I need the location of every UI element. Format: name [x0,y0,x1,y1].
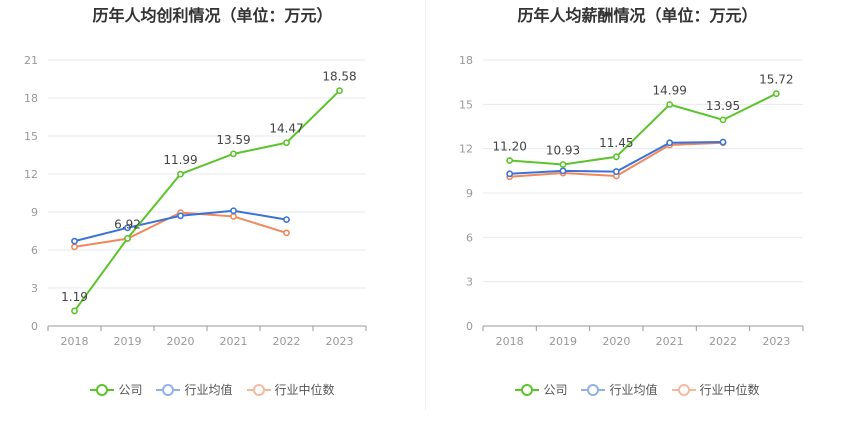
x-tick-label: 2020 [602,335,630,348]
chart-title: 历年人均创利情况（单位：万元） [92,6,333,25]
legend-line-marker-icon [246,383,271,397]
legend-label: 公司 [543,383,568,397]
data-label: 14.99 [652,83,686,97]
legend-line-marker-icon [90,383,115,397]
legend-line-marker-icon [515,383,540,397]
panel-divider [425,0,426,410]
x-tick-label: 2022 [709,335,737,348]
data-point [177,212,184,220]
x-tick-label: 2019 [114,335,142,348]
x-tick-label: 2021 [220,335,248,348]
data-point [230,213,237,220]
data-point [283,216,290,223]
y-tick-label: 0 [466,320,473,333]
data-point [666,101,674,108]
data-label: 6.92 [114,217,141,231]
data-label: 11.20 [492,139,526,153]
y-tick-label: 15 [459,98,473,111]
data-point [506,170,514,178]
data-point [336,87,343,95]
data-point [559,167,567,175]
chart-title: 历年人均薪酬情况（单位：万元） [517,6,758,25]
legend-label: 行业中位数 [274,383,335,397]
legend-label: 公司 [118,383,143,397]
y-tick-label: 6 [31,244,38,257]
data-point [666,139,674,147]
y-tick-label: 15 [24,130,38,143]
legend-item-industry-avg[interactable]: 行业均值 [581,381,658,398]
y-tick-label: 9 [466,187,473,200]
legend-line-marker-icon [156,383,181,397]
data-point [506,157,514,164]
legend-line-marker-icon [671,383,696,397]
x-tick-label: 2020 [167,335,195,348]
y-tick-label: 12 [459,143,473,156]
y-tick-label: 6 [466,231,473,244]
y-tick-label: 0 [31,320,38,333]
data-point [124,234,131,242]
y-tick-label: 18 [459,54,473,67]
legend-label: 行业均值 [609,383,658,397]
x-tick-label: 2023 [326,335,354,348]
salary-chart-panel: 历年人均薪酬情况（单位：万元） 0 3 6 9 12 15 18 2018 2019 2020 20… [425,0,850,437]
data-point [612,168,620,175]
x-tick-label: 2022 [273,335,301,348]
legend: 公司 行业均值 行业中位数 [425,381,850,398]
legend-label: 行业中位数 [699,383,760,397]
data-point [559,161,567,168]
salary-chart-svg: 0 3 6 9 12 15 18 2018 2019 2020 2021 2022 2023 11.20 1… [459,54,804,348]
legend: 公司 行业均值 行业中位数 [0,381,425,398]
x-tick-label: 2018 [61,335,89,348]
y-tick-label: 12 [24,168,38,181]
data-point [772,90,780,98]
legend-label: 行业均值 [184,383,233,397]
profit-chart-svg: 0 3 6 9 12 15 18 21 2018 2019 2020 2021 2022 2023 1.19… [24,54,367,348]
x-tick-label: 2019 [549,335,577,348]
profit-chart-panel: 历年人均创利情况（单位：万元） 0 3 6 9 12 15 18 21 2018 2019 2020… [0,6,425,398]
data-point [719,116,727,124]
data-point [124,224,131,232]
legend-line-marker-icon [581,383,606,397]
legend-item-company[interactable]: 公司 [90,381,142,398]
data-label: 11.45 [599,136,633,150]
legend-item-company[interactable]: 公司 [515,381,567,398]
legend-item-industry-median[interactable]: 行业中位数 [246,381,335,398]
x-tick-label: 2021 [656,335,684,348]
data-point [283,139,290,147]
x-tick-label: 2018 [496,335,524,348]
data-point [230,150,237,158]
y-tick-label: 18 [24,92,38,105]
data-label: 11.99 [163,153,197,167]
data-label: 13.95 [706,99,740,113]
y-tick-label: 21 [24,54,38,67]
data-point [71,237,78,245]
y-tick-label: 9 [31,206,38,219]
y-tick-label: 3 [466,276,473,289]
data-point [71,243,78,251]
data-point [177,170,184,178]
data-label: 14.47 [269,122,303,136]
series-line-company [509,92,777,166]
series-line-company [73,89,341,312]
data-label: 13.59 [216,133,250,147]
data-point [283,229,290,237]
data-label: 15.72 [759,73,793,87]
y-tick-label: 3 [31,282,38,295]
x-tick-label: 2023 [762,335,790,348]
data-point [612,153,620,161]
data-point [230,207,237,215]
data-point [719,138,727,146]
data-label: 18.58 [322,70,356,84]
data-point [71,307,78,315]
data-label: 1.19 [61,290,88,304]
legend-item-industry-avg[interactable]: 行业均值 [156,381,233,398]
legend-item-industry-median[interactable]: 行业中位数 [671,381,760,398]
data-label: 10.93 [546,143,580,157]
